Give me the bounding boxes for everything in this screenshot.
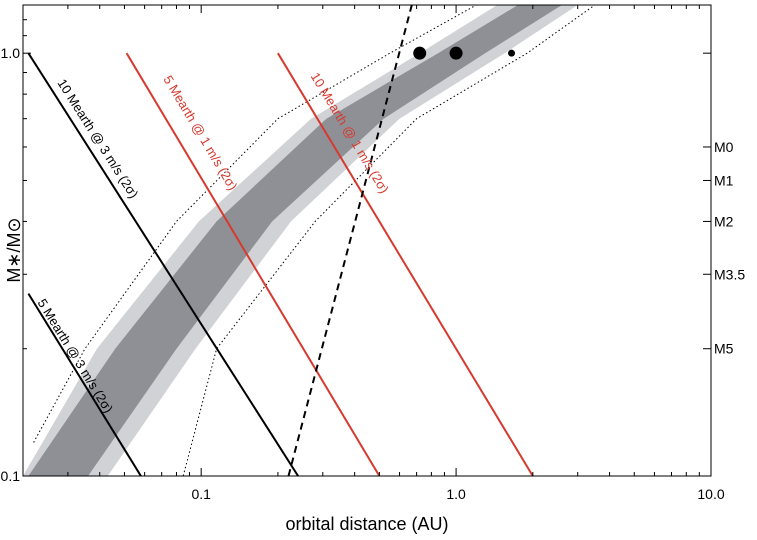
x-tick-label: 1.0 xyxy=(446,486,466,502)
planet-dot-0 xyxy=(413,46,427,60)
x-tick-label: 10.0 xyxy=(697,486,724,502)
y-axis-title: M∗/M⊙ xyxy=(4,217,24,282)
plot-area xyxy=(23,5,596,476)
spectral-type-label: M5 xyxy=(714,341,734,357)
habitable-zone-inner-band xyxy=(28,5,562,476)
spectral-type-label: M1 xyxy=(714,172,734,188)
y-tick-label: 1.0 xyxy=(1,45,21,61)
series-label-0: 10 Mearth @ 3 m/s (2σ) xyxy=(54,76,141,201)
plot-frame xyxy=(22,4,712,477)
series-line-1 xyxy=(27,293,142,476)
spectral-type-label: M0 xyxy=(714,139,734,155)
series-line-0 xyxy=(27,52,299,476)
spectral-type-label: M2 xyxy=(714,213,734,229)
spectral-type-label: M3.5 xyxy=(714,266,745,282)
x-axis-title: orbital distance (AU) xyxy=(285,514,448,534)
series-line-3 xyxy=(277,52,534,476)
planet-dot-1 xyxy=(449,46,463,60)
series-line-2 xyxy=(125,52,381,476)
series-line-4 xyxy=(287,5,413,476)
dotted-boundary-lower xyxy=(182,5,596,476)
axes: 0.1 1.0 10.0 0.1 1.0 M0 M1 M2 M3.5 M5 xyxy=(1,4,745,502)
planet-dot-2 xyxy=(508,49,516,57)
series-label-2: 5 Mearth @ 1 m/s (2σ) xyxy=(160,73,240,193)
y-tick-label: 0.1 xyxy=(1,468,21,484)
x-tick-label: 0.1 xyxy=(191,486,211,502)
dotted-boundary-upper xyxy=(33,5,477,443)
